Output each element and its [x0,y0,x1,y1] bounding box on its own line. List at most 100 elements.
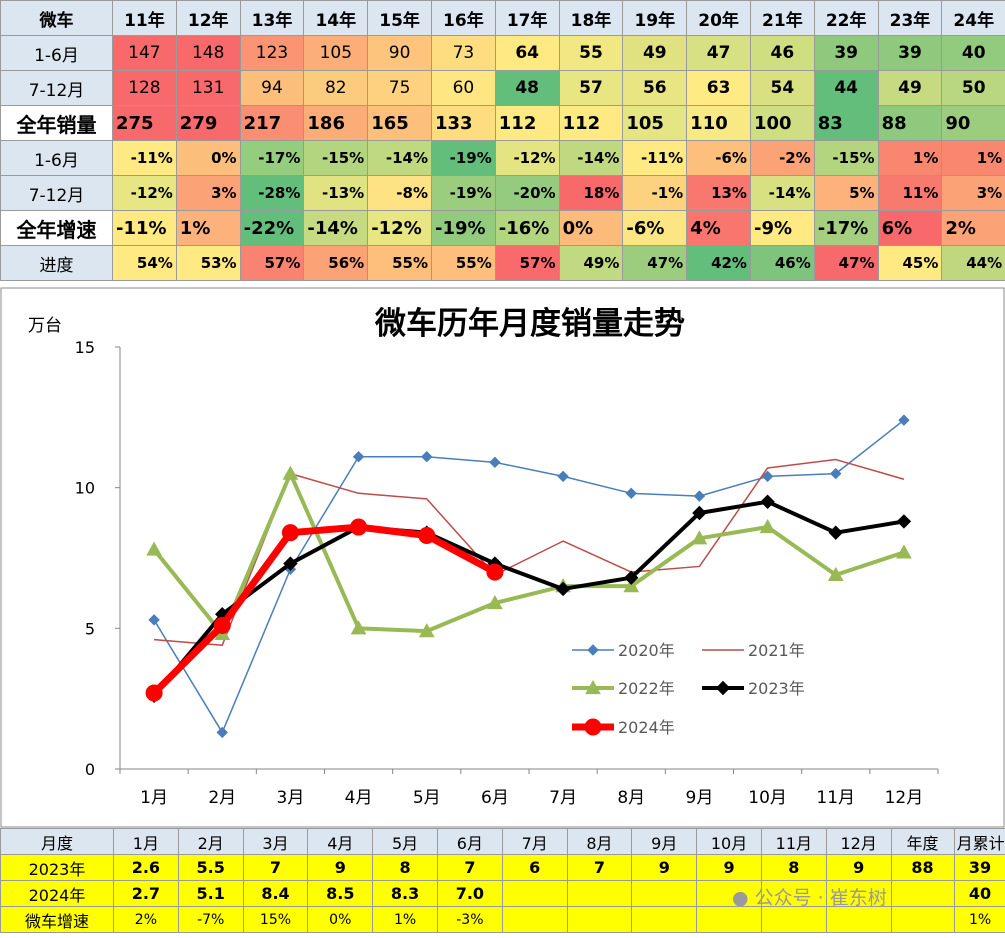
summary-cell: 105 [303,35,369,71]
data-point [759,519,776,534]
year-header: 21年 [749,0,815,36]
monthly-cell: 8.3 [372,880,438,907]
x-tick-label: 7月 [549,788,577,808]
monthly-cell [890,880,955,907]
summary-cell: 133 [430,105,496,141]
summary-cell: 3% [175,175,241,211]
monthly-cell [631,906,698,933]
summary-cell: -11% [112,140,177,176]
y-tick-label: 5 [85,619,95,638]
row-label: 进度 [0,245,113,281]
data-point [352,451,365,463]
summary-cell: 64 [494,35,560,71]
legend-label: 2023年 [748,679,805,698]
summary-cell: -13% [303,175,369,211]
monthly-cell: 9 [307,854,374,881]
legend-item: 2024年 [572,718,675,737]
summary-cell: -8% [367,175,432,211]
legend-label: 2022年 [618,679,675,698]
y-tick-label: 15 [75,338,95,357]
summary-cell: 39 [877,35,943,71]
monthly-cell: 9 [825,854,892,881]
x-tick-label: 3月 [277,788,305,808]
summary-cell: 60 [430,70,496,106]
monthly-cell [890,906,955,933]
summary-cell: -22% [239,210,305,246]
summary-cell: -20% [494,175,560,211]
year-header: 18年 [558,0,624,36]
legend-marker [587,644,599,656]
summary-cell: 57% [494,245,560,281]
summary-cell: 49 [877,70,943,106]
legend-item: 2021年 [702,641,805,660]
month-header: 8月 [566,828,633,855]
series-line [153,419,905,734]
summary-cell: 1% [877,140,943,176]
year-header: 22年 [813,0,879,36]
monthly-cell [566,880,633,907]
summary-cell: 44 [813,70,879,106]
legend-item: 2020年 [572,641,675,660]
x-tick-label: 5月 [413,788,441,808]
summary-cell: 6% [877,210,943,246]
monthly-data-table: 月度 1月 2月 3月 4月 5月 6月 7月 8月 9月 10月 11月 12月 年度 月累计 2023年 2… [0,828,1005,933]
summary-cell: -14% [303,210,369,246]
legend-marker [715,680,731,696]
summary-cell: 2% [941,210,1005,246]
monthly-cell: 1% [953,906,1005,933]
month-header: 10月 [696,828,762,855]
summary-cell: 90 [367,35,432,71]
summary-cell: -19% [430,210,496,246]
summary-cell: 55% [367,245,432,281]
data-point [282,465,299,480]
summary-cell: 217 [239,105,305,141]
summary-cell: -1% [622,175,688,211]
summary-cell: 100 [749,105,815,141]
summary-cell: 112 [558,105,624,141]
data-point [216,726,228,739]
summary-cell: 47% [813,245,879,281]
wechat-icon: ● [732,887,749,909]
data-point [623,578,640,593]
summary-cell: 45% [877,245,943,281]
yearly-summary-table: 微车 11年 12年 13年 14年 15年 16年 17年 18年 19年 20年 21年 22年 23… [0,0,1005,281]
summary-cell: 0% [558,210,624,246]
monthly-cell [501,880,568,907]
summary-cell: 46 [749,35,815,71]
x-tick-label: 2月 [208,788,236,808]
monthly-cell [566,906,633,933]
summary-cell: -15% [303,140,369,176]
summary-cell: -16% [494,210,560,246]
summary-cell: 88 [877,105,943,141]
year-header: 23年 [877,0,943,36]
monthly-cell: 0% [307,906,374,933]
month-header: 月度 [0,828,114,855]
monthly-cell: 15% [242,906,309,933]
year-header: 12年 [175,0,241,36]
summary-cell: 39 [813,35,879,71]
row-label: 1-6月 [0,140,113,176]
summary-cell: 47 [686,35,751,71]
year-header: 14年 [303,0,369,36]
monthly-cell: 2% [113,906,179,933]
summary-cell: -28% [239,175,305,211]
data-point [418,623,435,638]
summary-cell: 147 [112,35,177,71]
summary-cell: 11% [877,175,943,211]
summary-cell: -12% [494,140,560,176]
year-header: 19年 [622,0,688,36]
summary-cell: 48 [494,70,560,106]
watermark-text: 公众号 · 崔东树 [754,887,887,909]
x-tick-label: 11月 [816,788,855,808]
summary-cell: -17% [813,210,879,246]
summary-cell: -15% [813,140,879,176]
row-label: 全年销量 [0,105,113,141]
summary-cell: 55 [558,35,624,71]
monthly-cell [825,880,892,907]
summary-cell: 75 [367,70,432,106]
monthly-cell [631,880,698,907]
year-header: 15年 [367,0,432,36]
corner-label: 微车 [0,0,113,36]
year-header: 24年 [941,0,1005,36]
summary-cell: -14% [367,140,432,176]
